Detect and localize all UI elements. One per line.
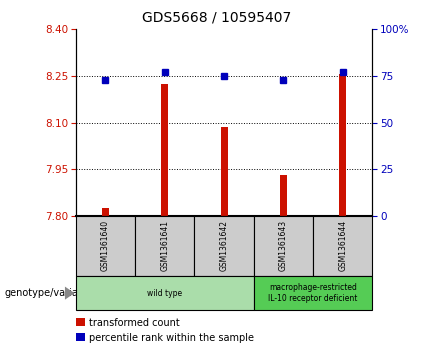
- Text: GSM1361641: GSM1361641: [160, 220, 169, 272]
- Bar: [102, 208, 109, 216]
- Text: percentile rank within the sample: percentile rank within the sample: [89, 333, 254, 343]
- Text: GSM1361642: GSM1361642: [220, 220, 229, 272]
- Text: GSM1361643: GSM1361643: [279, 220, 288, 272]
- Text: genotype/variation: genotype/variation: [4, 288, 97, 298]
- Bar: [220, 127, 228, 216]
- Bar: [161, 83, 168, 216]
- Text: GDS5668 / 10595407: GDS5668 / 10595407: [142, 11, 291, 25]
- Text: macrophage-restricted
IL-10 receptor deficient: macrophage-restricted IL-10 receptor def…: [268, 284, 358, 303]
- Bar: [280, 175, 287, 216]
- Text: GSM1361644: GSM1361644: [338, 220, 347, 272]
- Bar: [339, 74, 346, 216]
- Text: transformed count: transformed count: [89, 318, 180, 328]
- Text: GSM1361640: GSM1361640: [101, 220, 110, 272]
- Text: wild type: wild type: [147, 289, 182, 298]
